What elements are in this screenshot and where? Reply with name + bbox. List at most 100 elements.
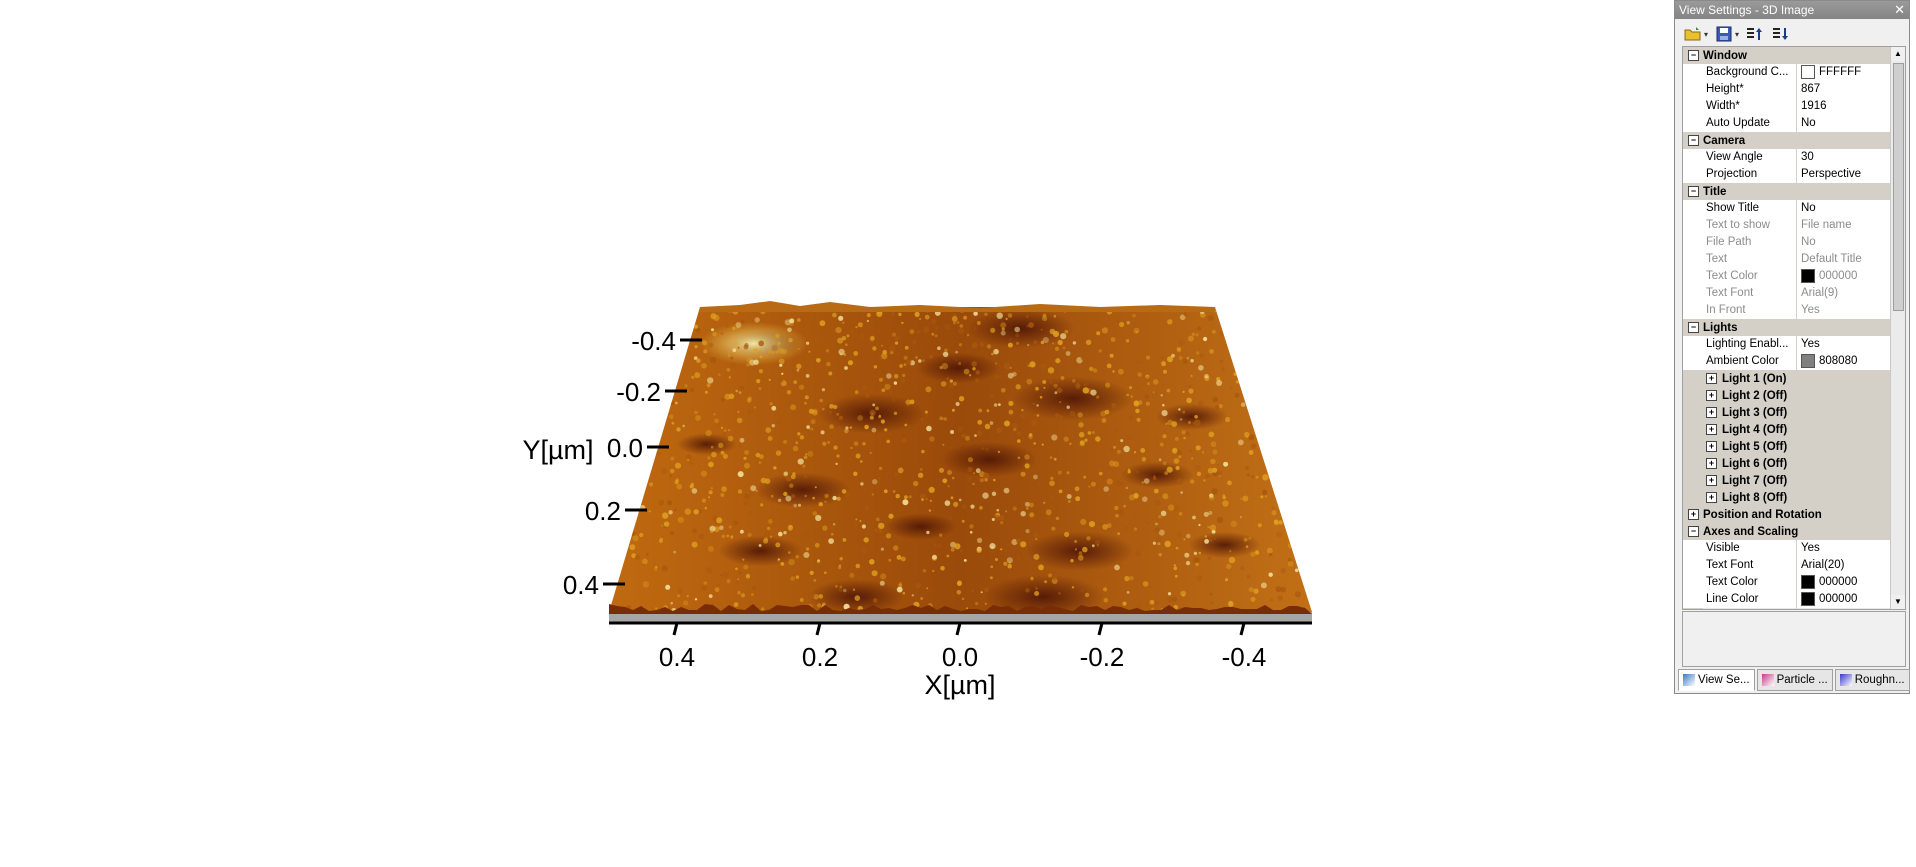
scroll-down-icon[interactable]: ▼ [1891,595,1905,609]
property-value-text-color[interactable]: 000000 [1797,574,1890,592]
property-value-background-c[interactable]: FFFFFF [1797,64,1890,82]
light-group-8[interactable]: + Light 8 (Off) [1683,489,1890,506]
property-row-lighting-enabl[interactable]: Lighting Enabl... Yes [1683,335,1890,354]
light-group-1[interactable]: + Light 1 (On) [1683,370,1890,387]
save-icon[interactable] [1714,24,1734,44]
property-label: Text Font [1703,284,1797,303]
property-row-line-color[interactable]: Line Color 000000 [1683,590,1890,609]
category-window[interactable]: − Window [1683,47,1890,64]
particle-icon [1761,674,1774,686]
x-tick [955,622,962,636]
property-row-width[interactable]: Width* 1916 [1683,97,1890,116]
property-row-projection[interactable]: Projection Perspective [1683,165,1890,184]
expand-icon[interactable]: + [1706,441,1717,452]
category-camera[interactable]: − Camera [1683,132,1890,149]
property-row-visible[interactable]: Visible Yes [1683,539,1890,558]
property-row-background-c[interactable]: Background C... FFFFFF [1683,63,1890,82]
tab-view-se[interactable]: View Se... [1678,669,1755,691]
property-label: Show Title [1703,199,1797,218]
open-folder-icon[interactable] [1683,24,1703,44]
sort-categorized-icon[interactable] [1771,24,1791,44]
property-label: Height* [1703,80,1797,99]
close-icon[interactable]: ✕ [1894,2,1905,17]
sort-ascending-icon[interactable] [1745,24,1765,44]
y-tick-label: 0.0 [607,433,643,463]
expand-icon[interactable]: + [1706,492,1717,503]
expand-icon[interactable]: + [1706,475,1717,486]
property-row-height[interactable]: Height* 867 [1683,80,1890,99]
property-value-text: Perspective [1801,167,1862,180]
property-value-projection[interactable]: Perspective [1797,166,1890,184]
property-grid[interactable]: − Window Background C... FFFFFF Height* 867 Wi… [1682,46,1906,610]
tab-particle[interactable]: Particle ... [1756,669,1833,691]
property-value-text-font[interactable]: Arial(20) [1797,557,1890,575]
expand-icon[interactable]: + [1706,424,1717,435]
property-row-file-path[interactable]: File Path No [1683,233,1890,252]
panel-title-bar[interactable]: View Settings - 3D Image ✕ [1675,1,1909,19]
property-row-text-to-show[interactable]: Text to show File name [1683,216,1890,235]
property-row-text[interactable]: Text Default Title [1683,250,1890,269]
property-value-visible[interactable]: Yes [1797,540,1890,558]
y-tick-label: -0.4 [631,326,676,356]
property-row-text-font[interactable]: Text Font Arial(9) [1683,284,1890,303]
save-dropdown-icon[interactable]: ▾ [1735,29,1740,39]
property-row-ambient-color[interactable]: Ambient Color 808080 [1683,352,1890,371]
collapse-icon[interactable]: − [1688,526,1699,537]
light-group-2[interactable]: + Light 2 (Off) [1683,387,1890,404]
panel-title: View Settings - 3D Image [1679,3,1815,17]
property-value-lighting-enabl[interactable]: Yes [1797,336,1890,354]
expand-icon[interactable]: + [1706,458,1717,469]
y-tick-label: -0.2 [616,377,661,407]
open-dropdown-icon[interactable]: ▾ [1704,29,1709,39]
3d-surface-plot[interactable]: 0.4 0.2 0.0 -0.2 -0.4 -0.4 -0.2 0.0 0.2 0.4 X[µm… [0,0,1670,867]
property-row-auto-update[interactable]: Auto Update No [1683,114,1890,133]
category-label: Camera [1703,134,1746,147]
property-value-show-title[interactable]: No [1797,200,1890,218]
property-grid-scrollbar[interactable]: ▲ ▼ [1890,47,1905,609]
property-value-auto-update[interactable]: No [1797,115,1890,133]
expand-icon[interactable]: + [1688,509,1699,520]
property-row-text-color[interactable]: Text Color 000000 [1683,267,1890,286]
category-lights[interactable]: − Lights [1683,319,1890,336]
light-group-6[interactable]: + Light 6 (Off) [1683,455,1890,472]
expand-icon[interactable]: + [1706,390,1717,401]
property-row-text-font[interactable]: Text Font Arial(20) [1683,556,1890,575]
property-value-view-angle[interactable]: 30 [1797,149,1890,167]
category-label: Lights [1703,321,1738,334]
collapse-icon[interactable]: − [1688,322,1699,333]
property-row-in-front[interactable]: In Front Yes [1683,301,1890,320]
category-title[interactable]: − Title [1683,183,1890,200]
x-tick [815,622,822,636]
scroll-up-icon[interactable]: ▲ [1891,47,1905,61]
light-group-5[interactable]: + Light 5 (Off) [1683,438,1890,455]
expand-icon[interactable]: + [1706,407,1717,418]
light-group-3[interactable]: + Light 3 (Off) [1683,404,1890,421]
expand-icon[interactable]: + [1706,373,1717,384]
property-value-text: No [1801,235,1816,248]
property-value-ambient-color[interactable]: 808080 [1797,353,1890,371]
x-tick-label: -0.2 [1080,642,1125,672]
property-value-width[interactable]: 1916 [1797,98,1890,116]
light-group-4[interactable]: + Light 4 (Off) [1683,421,1890,438]
property-value-line-color[interactable]: 000000 [1797,591,1890,609]
surface-mesh [609,301,1312,614]
panel-toolbar: ▾ ▾ [1675,19,1909,49]
light-group-7[interactable]: + Light 7 (Off) [1683,472,1890,489]
scrollbar-thumb[interactable] [1893,63,1904,311]
tab-roughn[interactable]: Roughn... [1834,669,1910,691]
collapse-icon[interactable]: − [1688,186,1699,197]
3d-viewport[interactable]: 0.4 0.2 0.0 -0.2 -0.4 -0.4 -0.2 0.0 0.2 0.4 X[µm… [0,0,1670,867]
property-label: Width* [1703,97,1797,116]
property-row-show-title[interactable]: Show Title No [1683,199,1890,218]
collapse-icon[interactable]: − [1688,50,1699,61]
category-axes-and-scaling[interactable]: − Axes and Scaling [1683,523,1890,540]
property-row-text-color[interactable]: Text Color 000000 [1683,573,1890,592]
property-value-height[interactable]: 867 [1797,81,1890,99]
category-position-and-rotation[interactable]: + Position and Rotation [1683,506,1890,523]
color-swatch [1801,592,1815,606]
collapse-icon[interactable]: − [1688,135,1699,146]
property-label: Text Color [1703,573,1797,592]
property-label: Auto Update [1703,114,1797,133]
property-row-view-angle[interactable]: View Angle 30 [1683,148,1890,167]
x-tick-label: -0.4 [1222,642,1267,672]
